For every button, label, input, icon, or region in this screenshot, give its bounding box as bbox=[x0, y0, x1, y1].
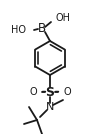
Text: O: O bbox=[29, 87, 37, 97]
Text: OH: OH bbox=[56, 13, 71, 23]
Text: N: N bbox=[46, 102, 54, 112]
Text: HO: HO bbox=[11, 25, 26, 35]
Text: S: S bbox=[46, 85, 55, 98]
Text: O: O bbox=[63, 87, 71, 97]
Text: B: B bbox=[38, 23, 46, 36]
